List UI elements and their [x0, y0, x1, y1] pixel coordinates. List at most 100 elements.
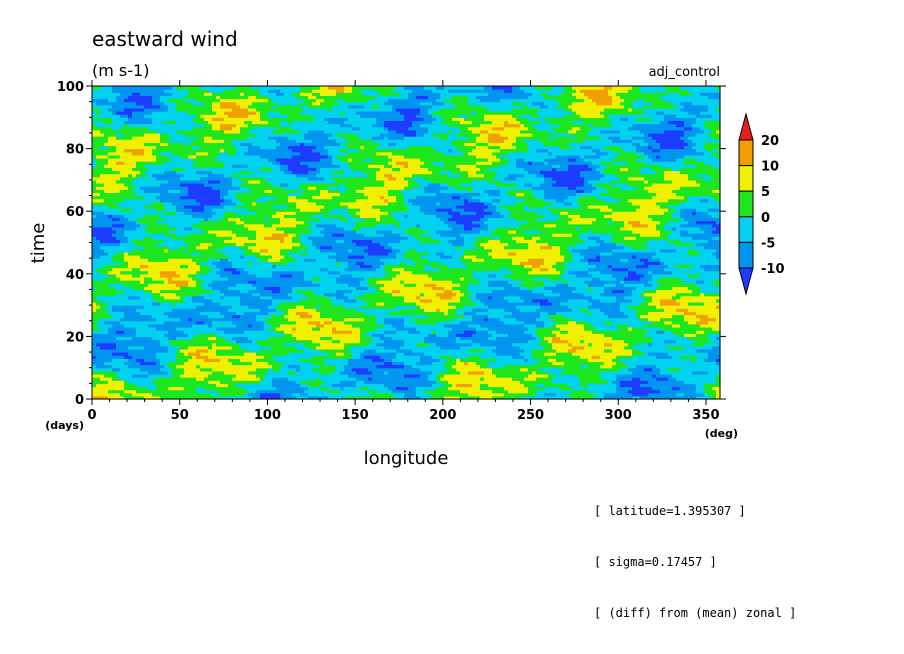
- field-cell: [500, 198, 525, 203]
- field-cell: [352, 226, 361, 231]
- field-cell: [484, 117, 517, 122]
- field-cell: [380, 142, 389, 147]
- field-cell: [488, 157, 501, 162]
- field-cell: [92, 98, 109, 103]
- field-cell: [160, 192, 189, 197]
- field-cell: [92, 358, 113, 363]
- field-cell: [504, 386, 529, 391]
- field-cell: [252, 101, 277, 106]
- field-cell: [452, 195, 461, 200]
- field-cell: [368, 367, 421, 372]
- field-cell: [148, 373, 173, 378]
- field-cell: [576, 111, 601, 115]
- field-cell: [288, 198, 309, 203]
- field-cell: [656, 280, 685, 284]
- field-cell: [400, 220, 445, 225]
- field-cell: [500, 154, 557, 159]
- field-cell: [144, 226, 177, 231]
- field-cell: [472, 258, 485, 262]
- field-cell: [632, 289, 645, 294]
- field-cell: [384, 383, 433, 388]
- field-cell: [188, 189, 221, 194]
- field-cell: [108, 214, 113, 219]
- field-cell: [460, 114, 469, 118]
- field-cell: [688, 320, 697, 325]
- field-cell: [196, 120, 209, 125]
- field-cell: [252, 261, 273, 266]
- field-cell: [200, 201, 221, 206]
- field-cell: [192, 164, 225, 168]
- field-cell: [432, 361, 445, 366]
- field-cell: [552, 380, 581, 384]
- field-cell: [372, 104, 381, 109]
- field-cell: [96, 186, 129, 190]
- field-cell: [628, 220, 641, 225]
- field-cell: [380, 132, 405, 137]
- field-cell: [180, 348, 197, 353]
- field-cell: [376, 145, 409, 150]
- field-cell: [344, 233, 365, 237]
- field-cell: [396, 352, 405, 356]
- field-cell: [572, 251, 581, 256]
- field-cell: [364, 355, 381, 359]
- field-cell: [496, 336, 537, 341]
- field-cell: [540, 301, 553, 306]
- chart-units: (m s-1): [92, 61, 149, 80]
- field-cell: [696, 358, 705, 363]
- field-cell: [92, 223, 113, 228]
- field-cell: [532, 370, 537, 375]
- field-cell: [388, 142, 397, 147]
- field-cell: [356, 308, 401, 312]
- field-cell: [440, 295, 453, 300]
- field-cell: [652, 283, 661, 287]
- field-cell: [520, 345, 545, 350]
- field-cell: [596, 195, 613, 200]
- field-cell: [440, 380, 449, 384]
- field-cell: [700, 92, 721, 96]
- field-cell: [704, 392, 709, 397]
- field-cell: [468, 392, 505, 397]
- field-cell: [520, 352, 533, 356]
- field-cell: [116, 98, 125, 103]
- field-cell: [124, 355, 133, 359]
- field-cell: [520, 123, 525, 128]
- field-cell: [144, 236, 153, 240]
- field-cell: [348, 358, 373, 363]
- field-cell: [108, 283, 125, 287]
- field-cell: [208, 120, 245, 125]
- field-cell: [484, 86, 493, 90]
- field-cell: [140, 220, 157, 225]
- field-cell: [428, 126, 461, 131]
- field-cell: [100, 298, 157, 303]
- field-cell: [564, 276, 593, 281]
- field-cell: [284, 361, 313, 366]
- field-cell: [472, 317, 485, 322]
- field-cell: [468, 295, 477, 300]
- field-cell: [360, 352, 397, 356]
- field-cell: [192, 295, 205, 300]
- field-cell: [660, 389, 697, 394]
- field-cell: [272, 98, 305, 103]
- field-cell: [356, 242, 381, 247]
- field-cell: [656, 289, 693, 294]
- field-cell: [612, 267, 629, 272]
- field-cell: [428, 258, 461, 262]
- field-cell: [124, 120, 153, 125]
- field-cell: [328, 186, 349, 190]
- field-cell: [344, 342, 369, 347]
- field-cell: [116, 229, 125, 234]
- field-cell: [404, 117, 425, 122]
- field-cell: [708, 333, 721, 337]
- field-cell: [700, 264, 721, 269]
- field-cell: [588, 261, 645, 266]
- field-cell: [264, 317, 289, 322]
- field-cell: [276, 139, 297, 143]
- field-cell: [412, 186, 425, 190]
- field-cell: [520, 120, 541, 125]
- field-cell: [508, 161, 517, 165]
- field-cell: [464, 261, 513, 266]
- field-cell: [176, 101, 193, 106]
- field-cell: [392, 392, 405, 397]
- field-cell: [156, 298, 185, 303]
